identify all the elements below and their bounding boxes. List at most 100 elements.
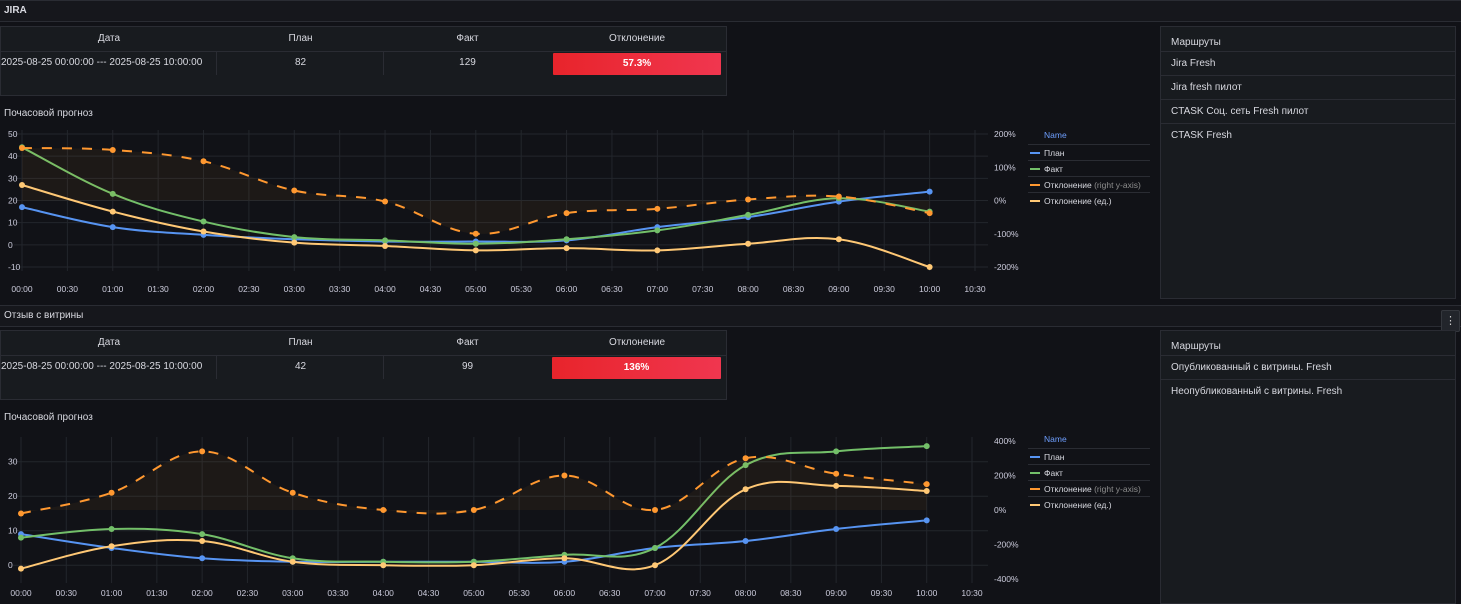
legend-item[interactable]: Факт xyxy=(1028,464,1150,480)
row-title: JIRA xyxy=(4,5,27,16)
column-header-plan[interactable]: План xyxy=(288,337,313,348)
divider xyxy=(1,355,726,356)
data-point xyxy=(563,236,570,243)
x-tick-label: 07:30 xyxy=(692,284,714,294)
route-item[interactable]: Jira fresh пилот xyxy=(1161,75,1455,98)
legend-header[interactable]: Name xyxy=(1044,130,1067,140)
x-tick-label: 01:00 xyxy=(101,588,123,598)
column-header-plan[interactable]: План xyxy=(288,33,313,44)
x-tick-label: 01:30 xyxy=(148,284,170,294)
y-tick-label: 0 xyxy=(8,560,13,570)
data-point xyxy=(926,188,933,195)
data-point xyxy=(926,264,933,270)
route-item[interactable]: Опубликованный с витрины. Fresh xyxy=(1161,355,1455,378)
routes-header[interactable]: Маршруты xyxy=(1171,341,1221,352)
deviation-badge: 136% xyxy=(552,357,721,379)
data-point xyxy=(291,234,298,241)
route-label: Опубликованный с витрины. Fresh xyxy=(1171,362,1332,373)
data-point xyxy=(563,210,570,217)
chart-title: Почасовой прогноз xyxy=(4,412,93,423)
data-point xyxy=(380,507,387,513)
data-point xyxy=(108,489,115,496)
y-tick-label: 20 xyxy=(8,491,18,501)
x-tick-label: 03:30 xyxy=(329,284,351,294)
data-point xyxy=(472,230,479,237)
x-tick-label: 03:00 xyxy=(282,588,304,598)
data-point xyxy=(923,517,930,524)
x-tick-label: 10:00 xyxy=(916,588,938,598)
series-line xyxy=(20,450,927,515)
legend-header[interactable]: Name xyxy=(1044,434,1067,444)
column-header-date[interactable]: Дата xyxy=(97,33,121,44)
row-header-showcase-feedback[interactable]: Отзыв с витрины xyxy=(0,305,1461,327)
column-header-deviation[interactable]: Отклонение xyxy=(608,33,666,44)
legend-item[interactable]: Отклонение (ед.) xyxy=(1028,496,1150,512)
hourly-forecast-chart[interactable]: 00:00 00:30 01:00 01:30 02:00 02:30 03:00 03:30… xyxy=(0,430,1026,604)
x-tick-label: 05:30 xyxy=(511,284,533,294)
x-tick-label: 00:00 xyxy=(10,588,32,598)
legend-item[interactable]: Факт xyxy=(1028,160,1150,176)
data-point xyxy=(745,211,752,218)
data-point xyxy=(382,237,389,244)
data-point xyxy=(18,534,24,541)
fact-value: 99 xyxy=(461,361,474,372)
series-area xyxy=(22,147,930,234)
date-range-value: 2025-08-25 00:00:00 --- 2025-08-25 10:00… xyxy=(1,57,203,68)
x-tick-label: 05:00 xyxy=(465,284,487,294)
legend-item[interactable]: Отклонение (ед.) xyxy=(1028,192,1150,208)
data-point xyxy=(470,507,477,513)
routes-header[interactable]: Маршруты xyxy=(1171,37,1221,48)
x-tick-label: 06:30 xyxy=(599,588,621,598)
legend-swatch xyxy=(1030,504,1040,506)
deviation-badge: 57.3% xyxy=(553,53,721,75)
column-header-fact[interactable]: Факт xyxy=(456,337,479,348)
x-tick-label: 00:30 xyxy=(56,588,78,598)
route-item[interactable]: CTASK Fresh xyxy=(1161,123,1455,146)
column-header-deviation[interactable]: Отклонение xyxy=(608,337,666,348)
x-tick-label: 09:00 xyxy=(826,588,848,598)
x-tick-label: 04:30 xyxy=(418,588,440,598)
data-point xyxy=(835,236,842,243)
x-tick-label: 08:30 xyxy=(783,284,805,294)
column-header-date[interactable]: Дата xyxy=(97,337,121,348)
legend-label: План xyxy=(1044,452,1065,462)
route-item[interactable]: Неопубликованный с витрины. Fresh xyxy=(1161,379,1455,402)
legend-item[interactable]: План xyxy=(1028,144,1150,160)
kebab-menu-icon[interactable]: ⋮ xyxy=(1441,310,1460,332)
route-label: CTASK Соц. сеть Fresh пилот xyxy=(1171,106,1309,117)
x-tick-label: 07:30 xyxy=(690,588,712,598)
data-point xyxy=(654,247,661,254)
legend-item[interactable]: План xyxy=(1028,448,1150,464)
row-title: Отзыв с витрины xyxy=(4,310,84,321)
x-tick-label: 06:30 xyxy=(601,284,623,294)
data-point xyxy=(654,205,661,212)
legend-item[interactable]: Отклонение (right y-axis) xyxy=(1028,176,1150,192)
legend-label: Факт xyxy=(1044,164,1063,174)
row-header-jira[interactable]: JIRA xyxy=(0,0,1461,22)
route-item[interactable]: CTASK Соц. сеть Fresh пилот xyxy=(1161,99,1455,122)
x-tick-label: 03:00 xyxy=(284,284,306,294)
chart-title: Почасовой прогноз xyxy=(4,108,93,119)
legend-item[interactable]: Отклонение (right y-axis) xyxy=(1028,480,1150,496)
data-point xyxy=(470,562,477,569)
legend-swatch xyxy=(1030,456,1040,458)
data-point xyxy=(19,181,25,188)
data-point xyxy=(833,525,840,532)
data-point xyxy=(200,158,207,165)
legend-label: Отклонение (right y-axis) xyxy=(1044,180,1141,190)
data-point xyxy=(199,555,206,562)
data-point xyxy=(923,481,930,488)
route-item[interactable]: Jira Fresh xyxy=(1161,51,1455,74)
data-point xyxy=(561,472,568,479)
y-right-tick-label: -200% xyxy=(994,540,1019,550)
x-tick-label: 02:00 xyxy=(192,588,214,598)
data-point xyxy=(652,562,658,569)
stat-table: Дата План Факт Отклонение 2025-08-25 00:… xyxy=(0,26,727,96)
y-tick-label: -10 xyxy=(8,262,21,272)
data-point xyxy=(923,443,930,450)
x-tick-label: 08:30 xyxy=(780,588,802,598)
data-point xyxy=(289,558,296,565)
column-header-fact[interactable]: Факт xyxy=(456,33,479,44)
legend-label: Отклонение (ед.) xyxy=(1044,196,1112,206)
hourly-forecast-chart[interactable]: 00:00 00:30 01:00 01:30 02:00 02:30 03:00 03:30… xyxy=(0,126,1026,298)
